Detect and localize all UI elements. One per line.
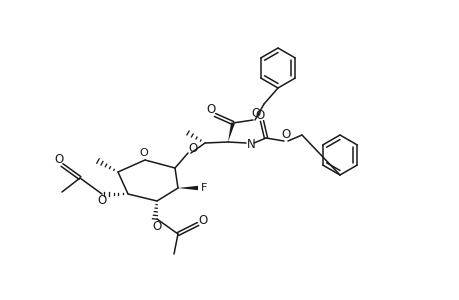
Text: O: O [198, 214, 207, 226]
Text: N: N [246, 137, 255, 151]
Text: O: O [140, 148, 148, 158]
Text: F: F [201, 183, 207, 193]
Text: O: O [188, 142, 197, 154]
Polygon shape [178, 186, 197, 190]
Text: O: O [251, 106, 260, 119]
Text: O: O [152, 220, 161, 232]
Text: O: O [255, 109, 264, 122]
Text: O: O [281, 128, 290, 140]
Text: O: O [97, 194, 106, 208]
Polygon shape [228, 122, 235, 142]
Text: O: O [206, 103, 215, 116]
Text: O: O [54, 152, 63, 166]
